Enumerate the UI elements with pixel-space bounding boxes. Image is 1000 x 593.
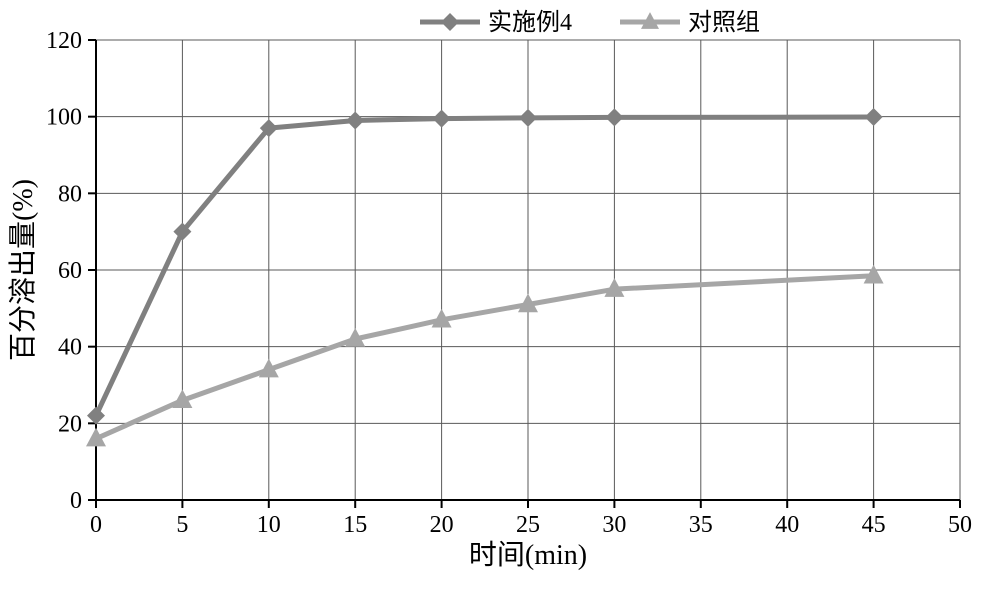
legend-label: 实施例4	[488, 9, 572, 36]
chart-svg: 0 5 10 15 20 25 30 35 40 45 50 0 20 40 60 80 100 120 时间(mi…	[0, 0, 1000, 593]
x-tick-label: 40	[775, 512, 799, 538]
x-tick-label: 5	[176, 512, 188, 538]
x-tick-label: 35	[689, 512, 713, 538]
y-tick-label: 20	[58, 411, 82, 437]
y-tick-label: 100	[46, 105, 82, 131]
y-tick-label: 120	[46, 28, 82, 54]
x-tick-label: 25	[516, 512, 540, 538]
x-tick-label: 30	[602, 512, 626, 538]
x-tick-label: 0	[90, 512, 102, 538]
x-tick-label: 20	[430, 512, 454, 538]
y-tick-label: 0	[70, 488, 82, 514]
y-tick-label: 40	[58, 335, 82, 361]
x-tick-label: 15	[343, 512, 367, 538]
x-axis-label: 时间(min)	[469, 539, 587, 571]
x-tick-label: 45	[862, 512, 886, 538]
y-tick-label: 80	[58, 181, 82, 207]
y-tick-label: 60	[58, 258, 82, 284]
x-tick-label: 50	[948, 512, 972, 538]
chart-container: { "chart": { "type": "line", "width": 10…	[0, 0, 1000, 593]
legend-label: 对照组	[688, 9, 760, 36]
y-axis-label: 百分溶出量(%)	[7, 179, 39, 361]
x-tick-label: 10	[257, 512, 281, 538]
